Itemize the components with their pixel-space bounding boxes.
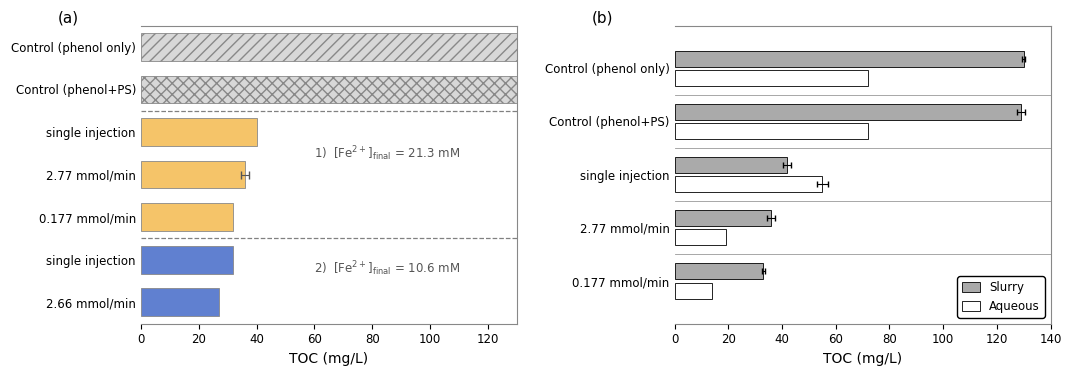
Bar [675, 230, 725, 245]
Bar [675, 123, 868, 139]
Bar [675, 176, 822, 192]
X-axis label: TOC (mg/L): TOC (mg/L) [823, 352, 902, 366]
Bar [675, 264, 763, 279]
Text: (a): (a) [58, 11, 79, 26]
Bar [675, 70, 868, 86]
Bar [141, 76, 517, 103]
Bar [675, 104, 1021, 120]
Bar [141, 288, 219, 316]
Legend: Slurry, Aqueous: Slurry, Aqueous [957, 276, 1045, 318]
X-axis label: TOC (mg/L): TOC (mg/L) [290, 352, 368, 366]
Bar [675, 210, 771, 226]
Text: 2)  [Fe$^{2+}$]$_{\rm final}$ = 10.6 mM: 2) [Fe$^{2+}$]$_{\rm final}$ = 10.6 mM [314, 259, 460, 277]
Bar [141, 161, 245, 188]
Bar [675, 51, 1024, 67]
Bar [141, 33, 517, 61]
Bar [141, 203, 234, 231]
Text: 1)  [Fe$^{2+}$]$_{\rm final}$ = 21.3 mM: 1) [Fe$^{2+}$]$_{\rm final}$ = 21.3 mM [314, 144, 460, 163]
Text: (b): (b) [592, 11, 614, 26]
Bar [141, 118, 256, 146]
Bar [141, 246, 234, 274]
Bar [675, 283, 712, 299]
Bar [675, 157, 788, 173]
